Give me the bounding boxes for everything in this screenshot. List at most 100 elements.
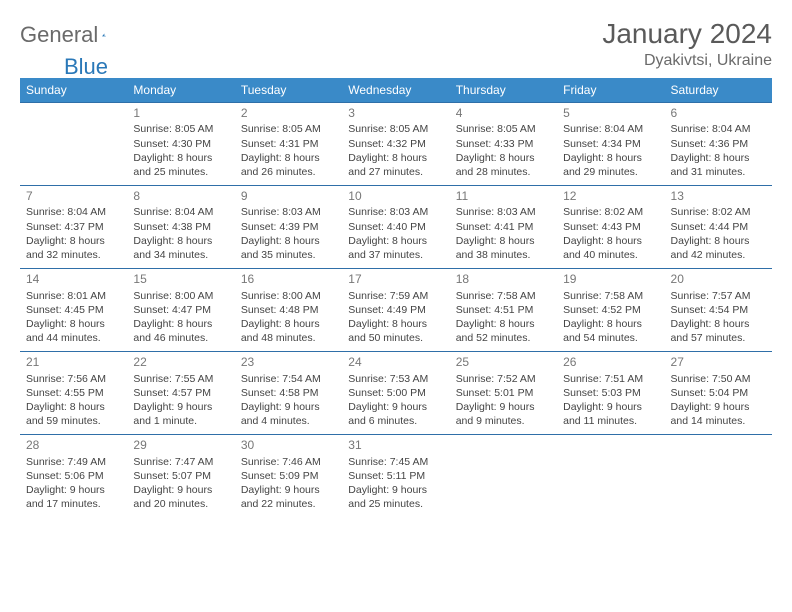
weekday-header: Thursday xyxy=(450,78,557,103)
calendar-day-cell: 22 Sunrise: 7:55 AMSunset: 4:57 PMDayligh… xyxy=(127,352,234,435)
day-number: 23 xyxy=(241,355,336,369)
weekday-header: Friday xyxy=(557,78,664,103)
day-number: 5 xyxy=(563,106,658,120)
calendar-day-cell: 19Sunrise: 7:58 AMSunset: 4:52 PMDayligh… xyxy=(557,269,664,352)
day-info: Sunrise: 8:00 AMSunset: 4:47 PMDaylight:… xyxy=(133,289,228,346)
calendar-day-cell xyxy=(665,435,772,518)
day-info: Sunrise: 8:02 AMSunset: 4:44 PMDaylight:… xyxy=(671,205,766,262)
calendar-day-cell xyxy=(450,435,557,518)
day-number: 27 xyxy=(671,355,766,369)
day-info: Sunrise: 7:45 AMSunset: 5:11 PMDaylight:… xyxy=(348,455,443,512)
day-info: Sunrise: 8:05 AMSunset: 4:31 PMDaylight:… xyxy=(241,122,336,179)
day-info: Sunrise: 8:05 AMSunset: 4:33 PMDaylight:… xyxy=(456,122,551,179)
day-number: 10 xyxy=(348,189,443,203)
calendar-day-cell: 20 Sunrise: 7:57 AMSunset: 4:54 PMDayligh… xyxy=(665,269,772,352)
day-info: Sunrise: 8:01 AMSunset: 4:45 PMDaylight:… xyxy=(26,289,121,346)
calendar-day-cell: 23 Sunrise: 7:54 AMSunset: 4:58 PMDayligh… xyxy=(235,352,342,435)
day-info: Sunrise: 8:04 AMSunset: 4:38 PMDaylight:… xyxy=(133,205,228,262)
calendar-day-cell: 2 Sunrise: 8:05 AMSunset: 4:31 PMDaylight… xyxy=(235,103,342,186)
day-info: Sunrise: 7:50 AMSunset: 5:04 PMDaylight:… xyxy=(671,372,766,429)
weekday-header: Tuesday xyxy=(235,78,342,103)
calendar-day-cell: 17 Sunrise: 7:59 AMSunset: 4:49 PMDayligh… xyxy=(342,269,449,352)
day-number: 24 xyxy=(348,355,443,369)
calendar-day-cell: 6Sunrise: 8:04 AMSunset: 4:36 PMDaylight… xyxy=(665,103,772,186)
day-number: 3 xyxy=(348,106,443,120)
weekday-header-row: SundayMondayTuesdayWednesdayThursdayFrid… xyxy=(20,78,772,103)
day-info: Sunrise: 7:49 AMSunset: 5:06 PMDaylight:… xyxy=(26,455,121,512)
weekday-header: Wednesday xyxy=(342,78,449,103)
calendar-day-cell: 29 Sunrise: 7:47 AMSunset: 5:07 PMDayligh… xyxy=(127,435,234,518)
day-info: Sunrise: 7:56 AMSunset: 4:55 PMDaylight:… xyxy=(26,372,121,429)
logo: General xyxy=(20,22,126,48)
day-number: 11 xyxy=(456,189,551,203)
logo-text-2: Blue xyxy=(64,54,108,80)
calendar-day-cell: 5 Sunrise: 8:04 AMSunset: 4:34 PMDaylight… xyxy=(557,103,664,186)
calendar-week-row: 28Sunrise: 7:49 AMSunset: 5:06 PMDayligh… xyxy=(20,435,772,518)
day-info: Sunrise: 8:05 AMSunset: 4:32 PMDaylight:… xyxy=(348,122,443,179)
calendar-day-cell: 4 Sunrise: 8:05 AMSunset: 4:33 PMDaylight… xyxy=(450,103,557,186)
location-label: Dyakivtsi, Ukraine xyxy=(602,52,772,70)
day-info: Sunrise: 8:04 AMSunset: 4:34 PMDaylight:… xyxy=(563,122,658,179)
calendar-day-cell: 28Sunrise: 7:49 AMSunset: 5:06 PMDayligh… xyxy=(20,435,127,518)
calendar-day-cell xyxy=(20,103,127,186)
day-number: 29 xyxy=(133,438,228,452)
calendar-week-row: 21 Sunrise: 7:56 AMSunset: 4:55 PMDayligh… xyxy=(20,352,772,435)
weekday-header: Sunday xyxy=(20,78,127,103)
calendar-day-cell: 3 Sunrise: 8:05 AMSunset: 4:32 PMDaylight… xyxy=(342,103,449,186)
calendar-day-cell: 11 Sunrise: 8:03 AMSunset: 4:41 PMDayligh… xyxy=(450,186,557,269)
day-number: 6 xyxy=(671,106,766,120)
day-info: Sunrise: 8:03 AMSunset: 4:39 PMDaylight:… xyxy=(241,205,336,262)
calendar-day-cell: 14 Sunrise: 8:01 AMSunset: 4:45 PMDayligh… xyxy=(20,269,127,352)
day-number: 18 xyxy=(456,272,551,286)
day-info: Sunrise: 8:03 AMSunset: 4:40 PMDaylight:… xyxy=(348,205,443,262)
day-number: 31 xyxy=(348,438,443,452)
day-number: 8 xyxy=(133,189,228,203)
day-number: 7 xyxy=(26,189,121,203)
day-info: Sunrise: 8:04 AMSunset: 4:37 PMDaylight:… xyxy=(26,205,121,262)
day-number: 12 xyxy=(563,189,658,203)
page-title: January 2024 xyxy=(602,18,772,50)
calendar-day-cell: 8 Sunrise: 8:04 AMSunset: 4:38 PMDaylight… xyxy=(127,186,234,269)
day-info: Sunrise: 8:00 AMSunset: 4:48 PMDaylight:… xyxy=(241,289,336,346)
weekday-header: Saturday xyxy=(665,78,772,103)
day-info: Sunrise: 7:54 AMSunset: 4:58 PMDaylight:… xyxy=(241,372,336,429)
logo-sail-icon xyxy=(102,26,106,44)
day-info: Sunrise: 7:58 AMSunset: 4:51 PMDaylight:… xyxy=(456,289,551,346)
day-number: 16 xyxy=(241,272,336,286)
day-number: 14 xyxy=(26,272,121,286)
header: General January 2024 Dyakivtsi, Ukraine xyxy=(20,18,772,70)
calendar-day-cell: 15 Sunrise: 8:00 AMSunset: 4:47 PMDayligh… xyxy=(127,269,234,352)
logo-text-1: General xyxy=(20,22,98,48)
day-number: 15 xyxy=(133,272,228,286)
day-info: Sunrise: 7:47 AMSunset: 5:07 PMDaylight:… xyxy=(133,455,228,512)
day-info: Sunrise: 8:02 AMSunset: 4:43 PMDaylight:… xyxy=(563,205,658,262)
calendar-day-cell xyxy=(557,435,664,518)
day-info: Sunrise: 7:51 AMSunset: 5:03 PMDaylight:… xyxy=(563,372,658,429)
day-number: 2 xyxy=(241,106,336,120)
day-info: Sunrise: 7:46 AMSunset: 5:09 PMDaylight:… xyxy=(241,455,336,512)
calendar-week-row: 14 Sunrise: 8:01 AMSunset: 4:45 PMDayligh… xyxy=(20,269,772,352)
calendar-day-cell: 18 Sunrise: 7:58 AMSunset: 4:51 PMDayligh… xyxy=(450,269,557,352)
day-number: 17 xyxy=(348,272,443,286)
day-number: 26 xyxy=(563,355,658,369)
calendar-day-cell: 24Sunrise: 7:53 AMSunset: 5:00 PMDayligh… xyxy=(342,352,449,435)
day-info: Sunrise: 7:55 AMSunset: 4:57 PMDaylight:… xyxy=(133,372,228,429)
day-info: Sunrise: 7:52 AMSunset: 5:01 PMDaylight:… xyxy=(456,372,551,429)
calendar-day-cell: 10 Sunrise: 8:03 AMSunset: 4:40 PMDayligh… xyxy=(342,186,449,269)
day-number: 20 xyxy=(671,272,766,286)
calendar-day-cell: 26 Sunrise: 7:51 AMSunset: 5:03 PMDayligh… xyxy=(557,352,664,435)
day-number: 21 xyxy=(26,355,121,369)
day-number: 13 xyxy=(671,189,766,203)
calendar-day-cell: 16 Sunrise: 8:00 AMSunset: 4:48 PMDayligh… xyxy=(235,269,342,352)
day-info: Sunrise: 7:58 AMSunset: 4:52 PMDaylight:… xyxy=(563,289,658,346)
calendar-day-cell: 21 Sunrise: 7:56 AMSunset: 4:55 PMDayligh… xyxy=(20,352,127,435)
calendar-day-cell: 12 Sunrise: 8:02 AMSunset: 4:43 PMDayligh… xyxy=(557,186,664,269)
day-number: 22 xyxy=(133,355,228,369)
day-number: 1 xyxy=(133,106,228,120)
day-info: Sunrise: 8:03 AMSunset: 4:41 PMDaylight:… xyxy=(456,205,551,262)
day-info: Sunrise: 7:59 AMSunset: 4:49 PMDaylight:… xyxy=(348,289,443,346)
calendar-day-cell: 31 Sunrise: 7:45 AMSunset: 5:11 PMDayligh… xyxy=(342,435,449,518)
day-info: Sunrise: 7:57 AMSunset: 4:54 PMDaylight:… xyxy=(671,289,766,346)
day-number: 4 xyxy=(456,106,551,120)
day-number: 25 xyxy=(456,355,551,369)
